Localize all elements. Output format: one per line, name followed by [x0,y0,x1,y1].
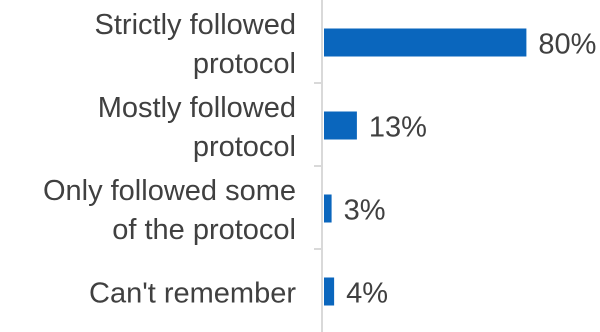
axis-layer [314,0,323,332]
value-label-2: 13% [369,112,427,144]
value-label-4: 4% [346,278,388,310]
category-label-line: protocol [193,131,296,163]
category-label-line: Mostly followed [98,92,296,124]
category-label-line: Only followed some [43,175,296,207]
bar-4 [324,277,335,306]
category-label-line: Strictly followed [95,9,296,41]
category-label-3: Only followed some of the protocol [43,175,296,246]
bar-1 [324,28,527,57]
labels-layer: 80% Strictly followed protocol 13% Mostly fo… [43,9,597,310]
bars-layer [324,28,527,306]
bar-2 [324,111,357,140]
category-label-line: of the protocol [112,214,296,246]
category-label-1: Strictly followed protocol [95,9,296,80]
category-label-2: Mostly followed protocol [98,92,296,163]
value-label-1: 80% [538,29,596,61]
category-label-line: Can't remember [89,278,296,310]
bar-3 [324,194,332,223]
category-label-4: Can't remember [89,278,296,310]
category-label-line: protocol [193,48,296,80]
value-label-3: 3% [344,195,386,227]
